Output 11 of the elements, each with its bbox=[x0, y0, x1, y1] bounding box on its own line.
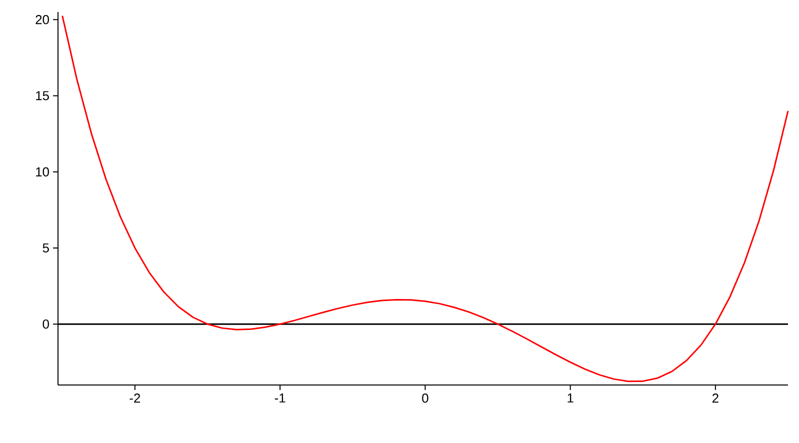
x-tick-label: 1 bbox=[568, 394, 574, 402]
x-tick-label: 2 bbox=[712, 394, 718, 403]
y-tick-label: 10 bbox=[36, 167, 49, 176]
y-tick-label: 20 bbox=[36, 15, 49, 24]
x-tick-label: 0 bbox=[422, 394, 428, 403]
y-tick-label: 15 bbox=[36, 91, 49, 100]
x-tick-label: -2 bbox=[130, 394, 140, 403]
line-series bbox=[62, 15, 789, 382]
x-tick-label: -1 bbox=[274, 394, 286, 402]
y-tick-label: 5 bbox=[42, 243, 49, 252]
y-tick-label: 0 bbox=[42, 320, 49, 329]
